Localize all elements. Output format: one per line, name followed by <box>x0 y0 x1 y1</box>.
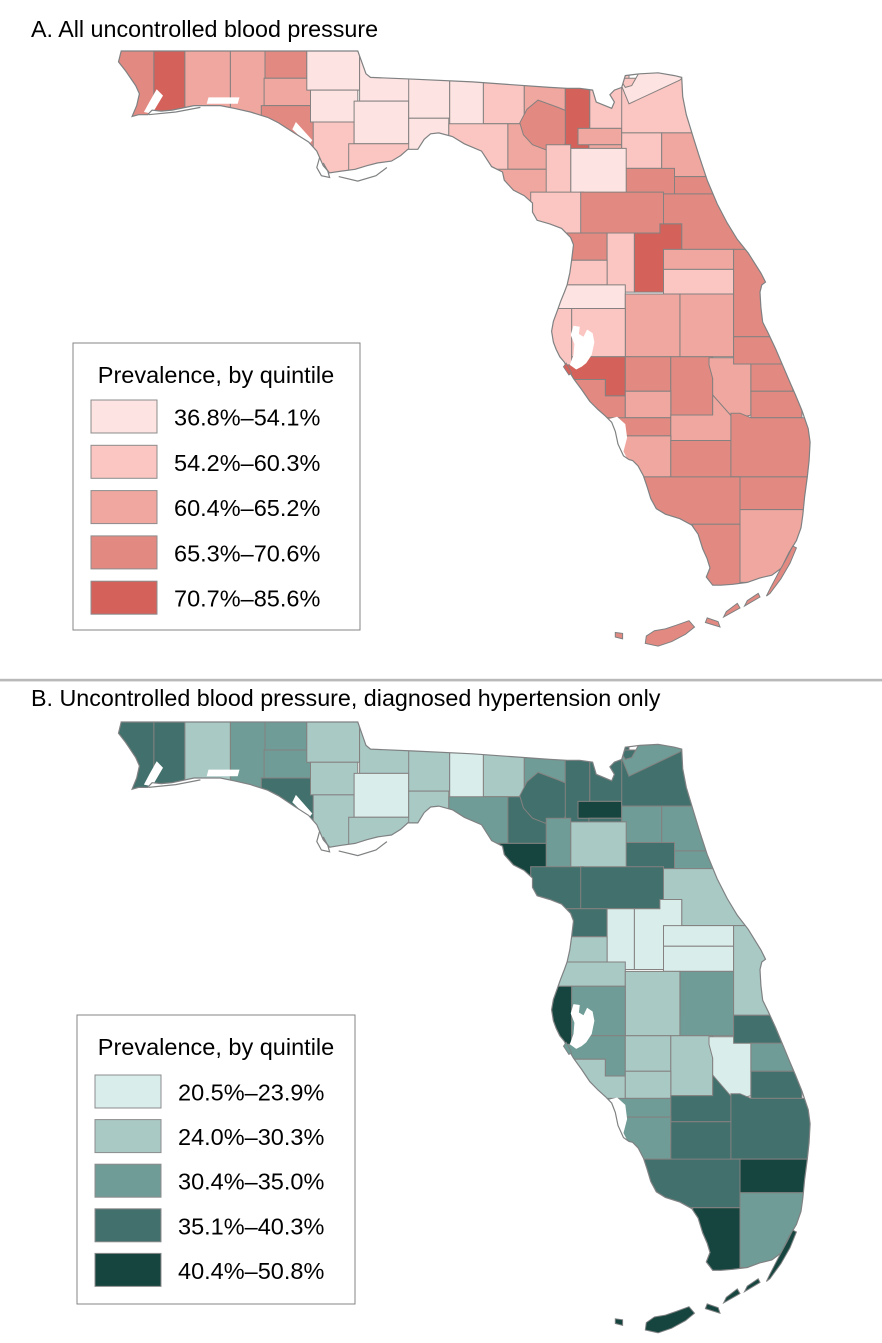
svg-text:B. Uncontrolled blood pressure: B. Uncontrolled blood pressure, diagnose… <box>31 685 661 711</box>
svg-text:70.7%–85.6%: 70.7%–85.6% <box>174 586 320 612</box>
svg-text:24.0%–30.3%: 24.0%–30.3% <box>178 1124 324 1150</box>
svg-text:35.1%–40.3%: 35.1%–40.3% <box>178 1213 324 1239</box>
svg-text:30.4%–35.0%: 30.4%–35.0% <box>178 1169 324 1195</box>
svg-text:Prevalence, by quintile: Prevalence, by quintile <box>98 1034 334 1060</box>
svg-text:65.3%–70.6%: 65.3%–70.6% <box>174 540 320 566</box>
svg-text:54.2%–60.3%: 54.2%–60.3% <box>174 450 320 476</box>
svg-text:36.8%–54.1%: 36.8%–54.1% <box>174 405 320 431</box>
svg-text:20.5%–23.9%: 20.5%–23.9% <box>178 1080 324 1106</box>
svg-text:A. All uncontrolled blood pres: A. All uncontrolled blood pressure <box>31 16 378 42</box>
svg-text:40.4%–50.8%: 40.4%–50.8% <box>178 1258 324 1284</box>
svg-text:Prevalence, by quintile: Prevalence, by quintile <box>98 362 334 388</box>
svg-text:60.4%–65.2%: 60.4%–65.2% <box>174 495 320 521</box>
